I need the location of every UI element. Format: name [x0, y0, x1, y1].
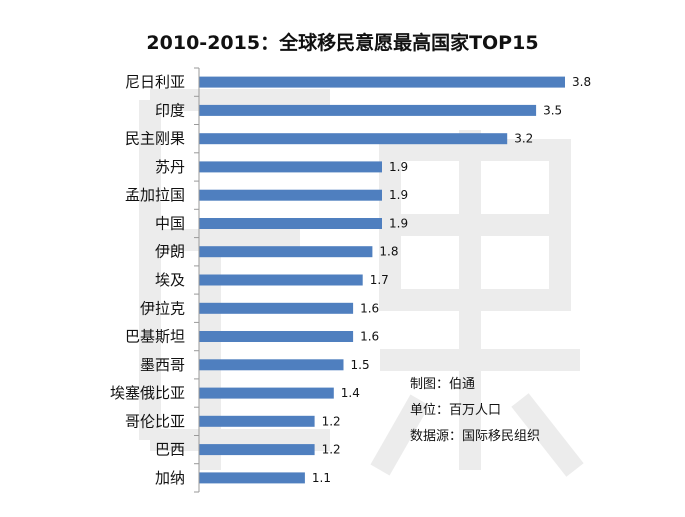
watermark-glyph [139, 89, 584, 477]
category-label: 墨西哥 [140, 356, 185, 374]
category-label: 中国 [155, 215, 185, 233]
category-label: 加纳 [155, 469, 185, 487]
bar [199, 189, 382, 201]
bar [199, 472, 305, 484]
watermark-stroke-left [139, 89, 330, 470]
value-label: 1.9 [389, 160, 408, 174]
note-maker: 制图：伯通 [410, 377, 476, 392]
value-label: 1.2 [322, 414, 341, 428]
category-label: 民主刚果 [125, 130, 185, 148]
bar [199, 415, 315, 427]
value-label: 3.5 [543, 103, 562, 117]
value-labels: 3.83.53.21.91.91.91.81.71.61.61.51.41.21… [312, 75, 591, 485]
note-source: 数据源：国际移民组织 [410, 429, 541, 444]
value-label: 1.9 [389, 217, 408, 231]
chart-title: 2010-2015：全球移民意愿最高国家TOP15 [146, 32, 539, 54]
value-label: 1.6 [360, 330, 379, 344]
bar [199, 76, 565, 88]
watermark [139, 89, 584, 477]
bar [199, 246, 373, 258]
bar [199, 302, 354, 314]
bar [199, 104, 537, 116]
axis-group [194, 67, 200, 493]
bar [199, 133, 508, 145]
category-label: 孟加拉国 [125, 186, 185, 204]
category-label: 哥伦比亚 [125, 412, 185, 430]
bar [199, 387, 334, 399]
bar [199, 444, 315, 456]
note-unit: 单位：百万人口 [410, 403, 502, 418]
value-label: 3.2 [514, 132, 533, 146]
value-label: 1.5 [351, 358, 370, 372]
bar [199, 218, 382, 229]
value-label: 1.1 [312, 471, 331, 485]
category-label: 伊朗 [155, 243, 185, 261]
category-label: 巴西 [155, 441, 185, 459]
value-label: 3.8 [572, 75, 591, 89]
category-label: 埃塞俄比亚 [110, 384, 185, 402]
bars-group [199, 76, 565, 484]
bar [199, 359, 344, 371]
value-label: 1.8 [379, 245, 398, 259]
watermark-stroke-right [370, 130, 584, 477]
bar [199, 274, 363, 286]
chart-notes: 制图：伯通 单位：百万人口 数据源：国际移民组织 [410, 372, 540, 450]
bar [199, 331, 354, 342]
category-label: 伊拉克 [140, 299, 185, 317]
category-label: 埃及 [155, 271, 185, 289]
bar [199, 161, 382, 173]
value-label: 1.2 [322, 443, 341, 457]
category-labels: 尼日利亚印度民主刚果苏丹孟加拉国中国伊朗埃及伊拉克巴基斯坦墨西哥埃塞俄比亚哥伦比… [110, 73, 185, 487]
value-label: 1.9 [389, 188, 408, 202]
category-label: 印度 [155, 101, 185, 119]
category-label: 苏丹 [155, 158, 185, 176]
category-label: 尼日利亚 [125, 73, 185, 91]
value-label: 1.4 [341, 386, 360, 400]
value-label: 1.6 [360, 301, 379, 315]
category-label: 巴基斯坦 [125, 328, 185, 346]
value-label: 1.7 [370, 273, 389, 287]
